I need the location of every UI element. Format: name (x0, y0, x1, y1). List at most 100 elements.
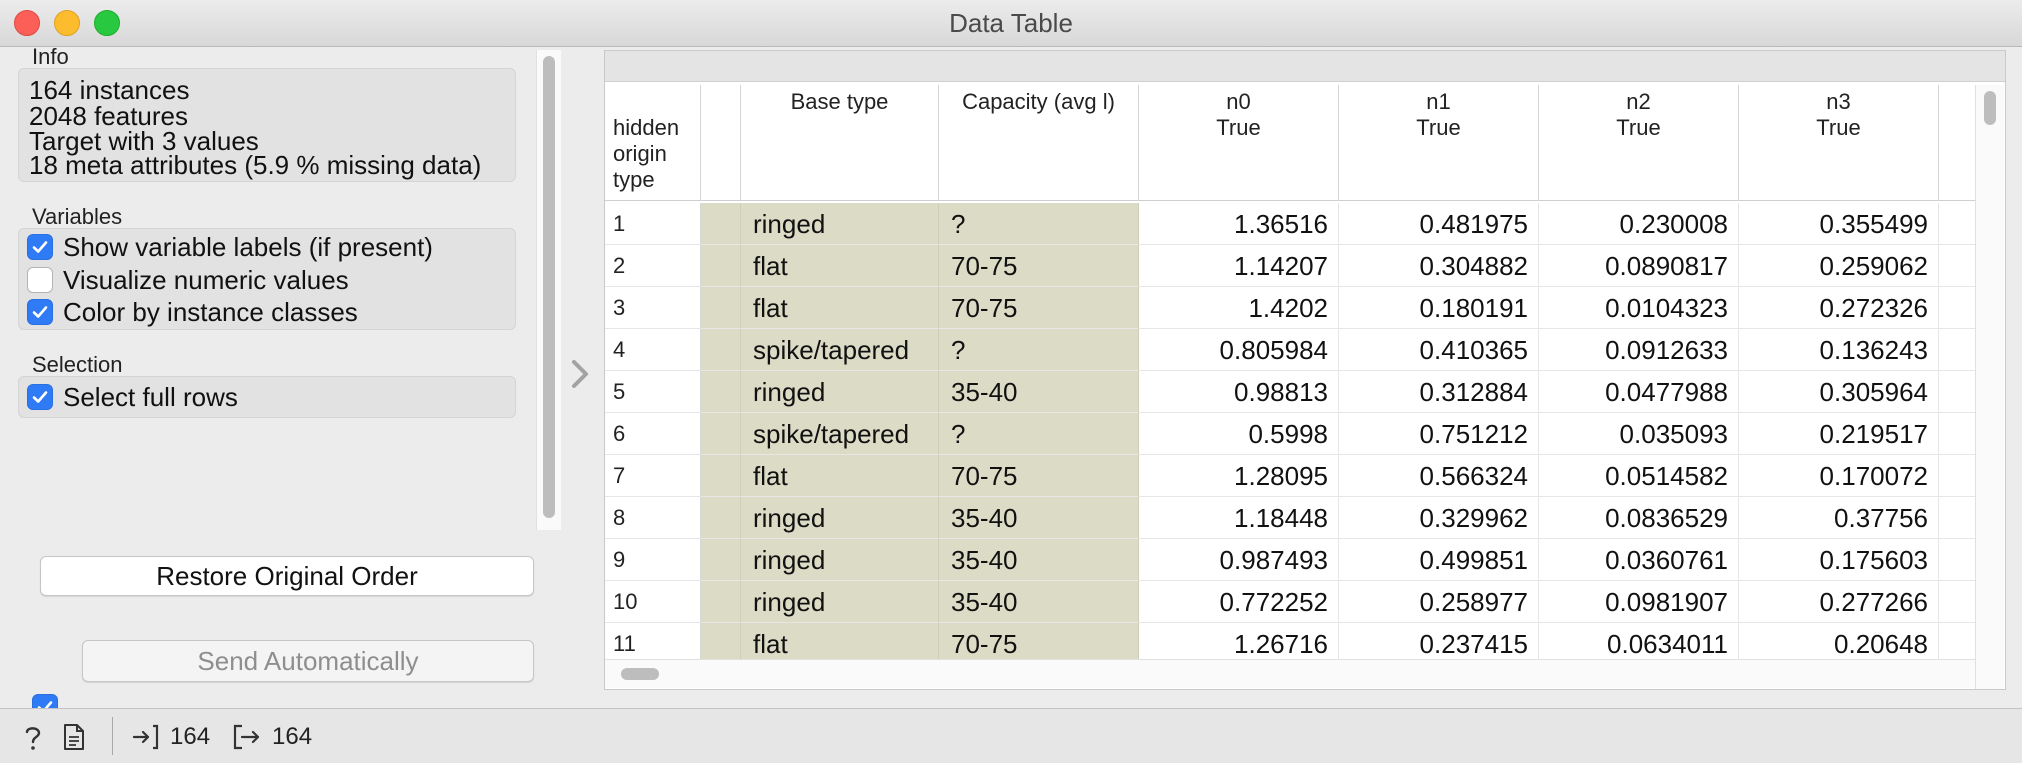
table-row[interactable]: 7 flat 70-75 1.28095 0.566324 0.0514582 0.1700… (605, 455, 1975, 497)
capacity-cell[interactable]: 70-75 (939, 245, 1139, 287)
table-row[interactable]: 4 spike/tapered? 0.805984 0.410365 0.0912633… (605, 329, 1975, 371)
report-icon[interactable] (62, 723, 86, 751)
n0-cell[interactable]: 0.5998 (1139, 413, 1339, 455)
base-type-cell[interactable]: ringed (741, 371, 939, 413)
table-row[interactable]: 8 ringed 35-40 1.18448 0.329962 0.0836529 0.37… (605, 497, 1975, 539)
n0-cell[interactable]: 0.805984 (1139, 329, 1339, 371)
row-class-color-cell[interactable] (701, 539, 741, 581)
n3-cell[interactable]: 0.355499 (1739, 203, 1939, 245)
n0-cell[interactable]: 1.36516 (1139, 203, 1339, 245)
n0-cell[interactable]: 0.772252 (1139, 581, 1339, 623)
color-by-class-option[interactable]: Color by instance classes (27, 295, 358, 329)
n2-cell[interactable]: 0.0104323 (1539, 287, 1739, 329)
n1-cell[interactable]: 0.566324 (1339, 455, 1539, 497)
table-row[interactable]: 9 ringed 35-40 0.987493 0.499851 0.0360761 0.1… (605, 539, 1975, 581)
table-vertical-scrollbar[interactable] (1975, 85, 2004, 689)
base-type-cell[interactable]: ringed (741, 203, 939, 245)
n3-column-header[interactable]: n3 True (1739, 85, 1939, 201)
row-class-color-cell[interactable] (701, 413, 741, 455)
row-index-cell[interactable]: 8 (605, 497, 701, 539)
n3-cell[interactable]: 0.305964 (1739, 371, 1939, 413)
n3-cell[interactable]: 0.20648 (1739, 623, 1939, 665)
n0-cell[interactable]: 0.98813 (1139, 371, 1339, 413)
base-type-cell[interactable]: flat (741, 245, 939, 287)
table-row[interactable]: 6 spike/tapered? 0.5998 0.751212 0.035093 0.2… (605, 413, 1975, 455)
row-class-color-cell[interactable] (701, 203, 741, 245)
table-vertical-scroll-thumb[interactable] (1984, 91, 1996, 125)
n0-cell[interactable]: 1.4202 (1139, 287, 1339, 329)
capacity-cell[interactable]: 35-40 (939, 581, 1139, 623)
color-by-class-checkbox[interactable] (27, 299, 53, 325)
n2-cell[interactable]: 0.035093 (1539, 413, 1739, 455)
table-row[interactable]: 5 ringed 35-40 0.98813 0.312884 0.0477988 0.30… (605, 371, 1975, 413)
n1-cell[interactable]: 0.258977 (1339, 581, 1539, 623)
data-table[interactable]: hidden origin type Base type Capacity (a… (604, 50, 2006, 690)
close-window-button[interactable] (14, 10, 40, 36)
n0-cell[interactable]: 1.14207 (1139, 245, 1339, 287)
maximize-window-button[interactable] (94, 10, 120, 36)
n1-cell[interactable]: 0.751212 (1339, 413, 1539, 455)
n1-cell[interactable]: 0.329962 (1339, 497, 1539, 539)
control-panel-scrollbar[interactable] (536, 50, 561, 530)
n0-column-header[interactable]: n0 True (1139, 85, 1339, 201)
show-variable-labels-checkbox[interactable] (27, 234, 53, 260)
capacity-cell[interactable]: 35-40 (939, 371, 1139, 413)
restore-original-order-button[interactable]: Restore Original Order (40, 556, 534, 596)
capacity-cell[interactable]: ? (939, 413, 1139, 455)
n3-cell[interactable]: 0.136243 (1739, 329, 1939, 371)
capacity-cell[interactable]: 70-75 (939, 455, 1139, 497)
n1-cell[interactable]: 0.180191 (1339, 287, 1539, 329)
row-class-color-cell[interactable] (701, 329, 741, 371)
n2-cell[interactable]: 0.0514582 (1539, 455, 1739, 497)
base-type-column-header[interactable]: Base type (741, 85, 939, 201)
base-type-cell[interactable]: spike/tapered (741, 413, 939, 455)
capacity-column-header[interactable]: Capacity (avg l) (939, 85, 1139, 201)
n3-cell[interactable]: 0.272326 (1739, 287, 1939, 329)
show-variable-labels-option[interactable]: Show variable labels (if present) (27, 230, 433, 264)
n0-cell[interactable]: 1.26716 (1139, 623, 1339, 665)
row-class-color-cell[interactable] (701, 455, 741, 497)
n2-cell[interactable]: 0.0981907 (1539, 581, 1739, 623)
row-index-cell[interactable]: 1 (605, 203, 701, 245)
base-type-cell[interactable]: ringed (741, 497, 939, 539)
control-panel-scroll-thumb[interactable] (543, 56, 555, 518)
n1-cell[interactable]: 0.312884 (1339, 371, 1539, 413)
table-row[interactable]: 3 flat 70-75 1.4202 0.180191 0.0104323 0.27232… (605, 287, 1975, 329)
n2-cell[interactable]: 0.230008 (1539, 203, 1739, 245)
select-full-rows-option[interactable]: Select full rows (27, 380, 238, 414)
n1-cell[interactable]: 0.499851 (1339, 539, 1539, 581)
row-index-cell[interactable]: 7 (605, 455, 701, 497)
capacity-cell[interactable]: ? (939, 203, 1139, 245)
n2-column-header[interactable]: n2 True (1539, 85, 1739, 201)
table-horizontal-scroll-thumb[interactable] (621, 668, 659, 680)
help-icon[interactable] (20, 723, 46, 751)
n3-cell[interactable]: 0.37756 (1739, 497, 1939, 539)
n1-cell[interactable]: 0.237415 (1339, 623, 1539, 665)
n0-cell[interactable]: 0.987493 (1139, 539, 1339, 581)
row-index-cell[interactable]: 3 (605, 287, 701, 329)
table-horizontal-scrollbar[interactable] (605, 659, 1975, 688)
visualize-numeric-checkbox[interactable] (27, 267, 53, 293)
send-automatically-button[interactable]: Send Automatically (82, 640, 534, 682)
table-row[interactable]: 2 flat 70-75 1.14207 0.304882 0.0890817 0.2590… (605, 245, 1975, 287)
n2-cell[interactable]: 0.0360761 (1539, 539, 1739, 581)
base-type-cell[interactable]: flat (741, 455, 939, 497)
table-row[interactable]: 11 flat 70-75 1.26716 0.237415 0.0634011 0.206… (605, 623, 1975, 665)
n2-cell[interactable]: 0.0634011 (1539, 623, 1739, 665)
row-index-cell[interactable]: 4 (605, 329, 701, 371)
row-class-color-cell[interactable] (701, 371, 741, 413)
n3-cell[interactable]: 0.170072 (1739, 455, 1939, 497)
select-full-rows-checkbox[interactable] (27, 384, 53, 410)
table-row[interactable]: 1 ringed? 1.36516 0.481975 0.230008 0.355499 (605, 203, 1975, 245)
n3-cell[interactable]: 0.219517 (1739, 413, 1939, 455)
row-index-cell[interactable]: 2 (605, 245, 701, 287)
row-class-color-cell[interactable] (701, 287, 741, 329)
visualize-numeric-option[interactable]: Visualize numeric values (27, 263, 349, 297)
capacity-cell[interactable]: ? (939, 329, 1139, 371)
n2-cell[interactable]: 0.0890817 (1539, 245, 1739, 287)
n1-column-header[interactable]: n1 True (1339, 85, 1539, 201)
n1-cell[interactable]: 0.304882 (1339, 245, 1539, 287)
row-class-color-cell[interactable] (701, 581, 741, 623)
n1-cell[interactable]: 0.410365 (1339, 329, 1539, 371)
base-type-cell[interactable]: spike/tapered (741, 329, 939, 371)
